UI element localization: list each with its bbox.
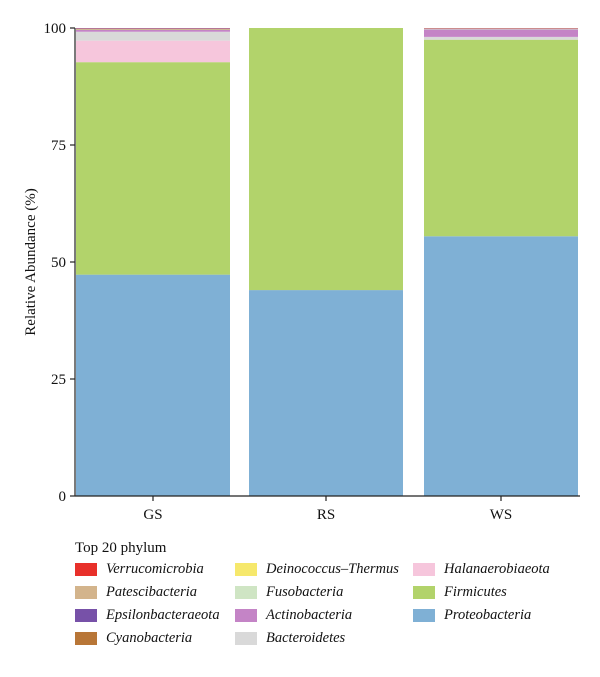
y-axis-label: Relative Abundance (%): [23, 188, 39, 335]
bars-group: [76, 28, 578, 496]
x-tick-label-rs: RS: [317, 507, 335, 523]
bar-segment-gs-4: [76, 29, 230, 32]
legend-item: Halanaerobiaeota: [413, 560, 573, 579]
legend-label: Cyanobacteria: [106, 630, 193, 646]
bar-segment-gs-0: [76, 274, 230, 496]
bar-segment-ws-4: [424, 29, 578, 37]
bar-segment-gs-3: [76, 31, 230, 41]
legend-item: Verrucomicrobia: [75, 560, 235, 579]
legend-swatch: [413, 563, 435, 576]
axes-group: 0 25 50 75 100 GS RS WS: [44, 21, 580, 523]
bar-segment-ws-0: [424, 236, 578, 496]
legend-item: Fusobacteria: [235, 583, 413, 602]
legend-swatch: [235, 632, 257, 645]
y-tick-label-0: 0: [59, 489, 67, 505]
legend-item: Cyanobacteria: [75, 629, 235, 648]
stacked-bar-chart: 0 25 50 75 100 GS RS WS Relative Abundance (%): [23, 21, 580, 523]
legend-swatch: [413, 586, 435, 599]
legend-item: Actinobacteria: [235, 606, 413, 625]
y-tick-label-50: 50: [51, 255, 66, 271]
legend-item: Deinococcus–Thermus: [235, 560, 413, 579]
legend: Top 20 phylum Verrucomicrobia Deinococcus…: [75, 540, 595, 648]
legend-item: Epsilonbacteraeota: [75, 606, 235, 625]
bar-segment-gs-1: [76, 62, 230, 275]
legend-label: Halanaerobiaeota: [444, 561, 550, 577]
bar-segment-gs-2: [76, 40, 230, 63]
bar-segment-ws-1: [424, 39, 578, 237]
legend-swatch: [235, 563, 257, 576]
legend-item: Proteobacteria: [413, 606, 573, 625]
legend-label: Epsilonbacteraeota: [106, 607, 220, 623]
legend-item: Patescibacteria: [75, 583, 235, 602]
legend-label: Deinococcus–Thermus: [266, 561, 399, 577]
legend-swatch: [75, 632, 97, 645]
bar-segment-rs-1: [249, 28, 403, 291]
legend-title: Top 20 phylum: [75, 540, 167, 556]
legend-label: Patescibacteria: [106, 584, 198, 600]
legend-swatch: [75, 586, 97, 599]
bar-segment-ws-3: [424, 36, 578, 40]
legend-swatch: [413, 609, 435, 622]
legend-label: Proteobacteria: [444, 607, 532, 623]
legend-label: Fusobacteria: [266, 584, 344, 600]
bar-segment-rs-0: [249, 290, 403, 496]
legend-label: Actinobacteria: [266, 607, 353, 623]
legend-grid: Verrucomicrobia Deinococcus–Thermus Halana…: [75, 560, 595, 648]
y-tick-label-25: 25: [51, 372, 66, 388]
legend-swatch: [75, 563, 97, 576]
legend-swatch: [75, 609, 97, 622]
y-tick-label-100: 100: [44, 21, 67, 37]
legend-label: Bacteroidetes: [266, 630, 346, 646]
y-tick-label-75: 75: [51, 138, 66, 154]
legend-label: Verrucomicrobia: [106, 561, 204, 577]
legend-swatch: [235, 586, 257, 599]
legend-swatch: [235, 609, 257, 622]
legend-label: Firmicutes: [444, 584, 507, 600]
legend-item: Firmicutes: [413, 583, 573, 602]
legend-item: Bacteroidetes: [235, 629, 413, 648]
x-tick-label-ws: WS: [490, 507, 513, 523]
x-tick-label-gs: GS: [143, 507, 162, 523]
